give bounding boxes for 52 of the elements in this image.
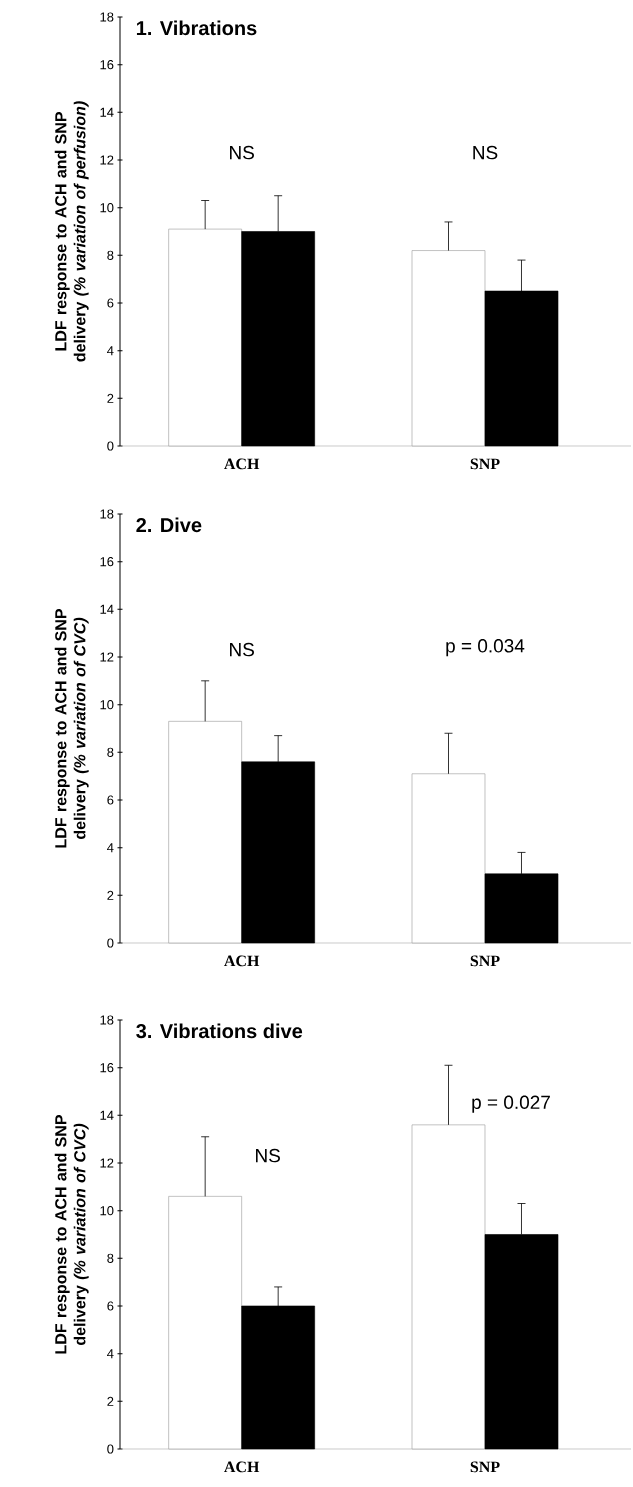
annotation: NS bbox=[256, 1148, 280, 1163]
y-tick-label: 10 bbox=[100, 700, 114, 710]
y-tick-label: 8 bbox=[107, 1253, 114, 1263]
y-tick-label: 14 bbox=[100, 107, 114, 117]
bar bbox=[168, 1196, 242, 1450]
y-tick-label: 10 bbox=[100, 203, 114, 213]
y-axis-title: LDF response to ACH and SNP delivery (% variation of perfusion) bbox=[54, 101, 89, 362]
bar bbox=[411, 773, 486, 944]
y-tick-label: 0 bbox=[107, 1444, 114, 1454]
annotation: NS bbox=[230, 642, 254, 657]
x-tick-label: ACH bbox=[224, 955, 260, 967]
y-tick-label: 16 bbox=[100, 1063, 114, 1073]
y-tick-label: 8 bbox=[107, 747, 114, 757]
y-tick-label: 2 bbox=[107, 890, 114, 900]
y-tick-label: 16 bbox=[100, 60, 114, 70]
y-tick-label: 18 bbox=[100, 12, 114, 22]
y-tick-label: 2 bbox=[107, 1396, 114, 1406]
x-tick-label: SNP bbox=[470, 1461, 500, 1473]
x-tick-label: SNP bbox=[470, 458, 500, 470]
y-tick-label: 4 bbox=[107, 843, 114, 853]
y-tick-label: 6 bbox=[107, 298, 114, 308]
chart-title: 2. Dive bbox=[136, 517, 202, 533]
y-tick-label: 0 bbox=[107, 938, 114, 948]
bar bbox=[411, 1124, 486, 1450]
y-tick-label: 4 bbox=[107, 346, 114, 356]
bar bbox=[168, 721, 242, 944]
bar bbox=[168, 228, 242, 447]
x-tick-label: ACH bbox=[224, 1461, 260, 1473]
chart-title: 3. Vibrations dive bbox=[136, 1023, 303, 1039]
y-tick-label: 14 bbox=[100, 1110, 114, 1120]
y-tick-label: 18 bbox=[100, 1015, 114, 1025]
y-tick-label: 10 bbox=[100, 1206, 114, 1216]
annotation: p = 0.034 bbox=[446, 639, 525, 657]
y-tick-label: 16 bbox=[100, 557, 114, 567]
y-tick-label: 12 bbox=[100, 155, 114, 165]
y-tick-label: 12 bbox=[100, 652, 114, 662]
annotation: NS bbox=[473, 145, 498, 160]
y-tick-label: 12 bbox=[100, 1158, 114, 1168]
y-tick-label: 0 bbox=[107, 441, 114, 451]
annotation: NS bbox=[230, 145, 254, 160]
annotation: p = 0.027 bbox=[472, 1095, 550, 1113]
x-tick-label: ACH bbox=[224, 458, 260, 470]
chart-title: 1. Vibrations bbox=[136, 20, 257, 36]
bar bbox=[411, 250, 486, 447]
y-tick-label: 14 bbox=[100, 604, 114, 614]
y-tick-label: 6 bbox=[107, 795, 114, 805]
y-tick-label: 6 bbox=[107, 1301, 114, 1311]
y-tick-label: 4 bbox=[107, 1349, 114, 1359]
x-tick-label: SNP bbox=[470, 955, 500, 967]
y-tick-label: 2 bbox=[107, 393, 114, 403]
y-tick-label: 8 bbox=[107, 250, 114, 260]
y-tick-label: 18 bbox=[100, 509, 114, 519]
